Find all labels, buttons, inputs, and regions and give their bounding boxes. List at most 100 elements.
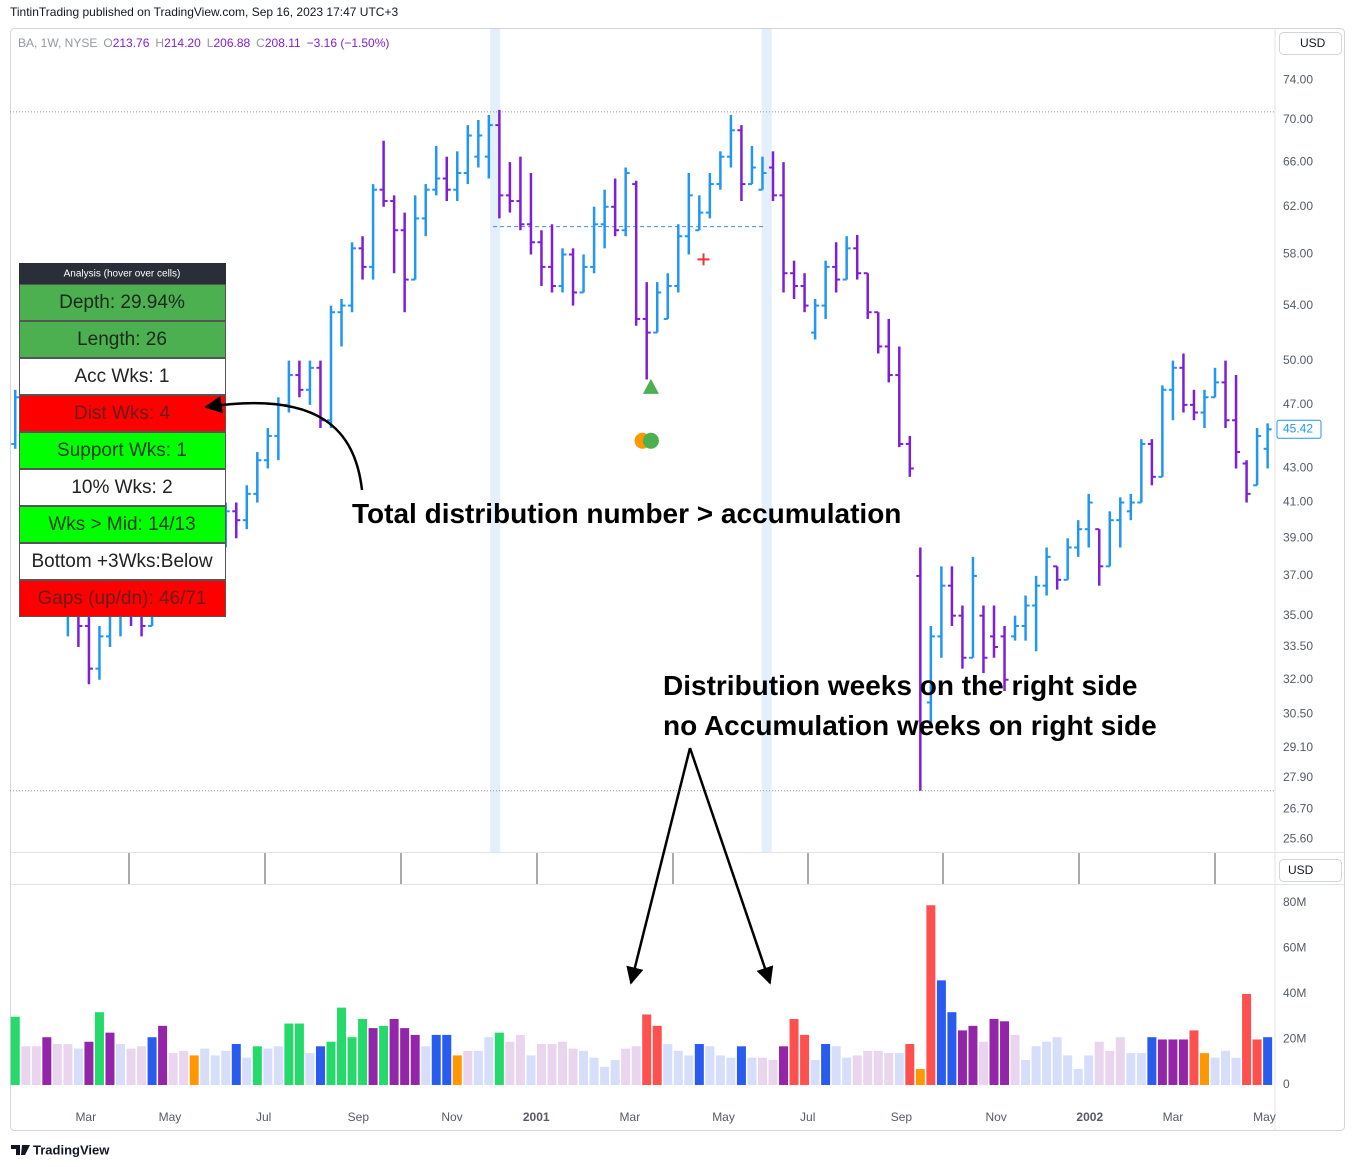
volume-bar	[915, 1069, 925, 1085]
volume-bar	[116, 1044, 126, 1085]
volume-bar	[1263, 1037, 1273, 1085]
volume-bar	[579, 1050, 589, 1085]
y-tick-label: 32.00	[1283, 672, 1313, 686]
legend-key: H	[155, 36, 164, 50]
volume-bar	[1168, 1039, 1178, 1085]
y-tick-label: 29.10	[1283, 740, 1313, 754]
volume-bar	[284, 1023, 294, 1085]
frame	[10, 28, 1345, 1131]
y-tick-label: 0	[1283, 1077, 1290, 1091]
volume-bar	[505, 1041, 515, 1085]
legend-value: 206.88	[213, 36, 250, 50]
logo	[11, 1145, 30, 1155]
y-tick-label: 33.50	[1283, 639, 1313, 653]
volume-bar	[252, 1046, 262, 1085]
volume-bar	[1136, 1053, 1146, 1085]
volume-bar	[21, 1046, 31, 1085]
volume-bar	[63, 1044, 73, 1085]
y-tick-label: 40M	[1283, 986, 1306, 1000]
table-cell-text: 10% Wks: 2	[71, 477, 172, 498]
currency-button[interactable]	[1279, 32, 1342, 55]
header: TintinTrading published on TradingView.c…	[10, 5, 398, 19]
volume-bar	[368, 1028, 378, 1085]
volume-bar	[1221, 1050, 1231, 1085]
volume-bar	[1252, 1039, 1262, 1085]
x-tick-label: May	[712, 1110, 735, 1124]
volume-bar	[1094, 1041, 1104, 1085]
volume-bar	[558, 1041, 568, 1085]
x-tick-label: Mar	[75, 1110, 96, 1124]
volume-bar	[1000, 1021, 1010, 1085]
volume-bar	[179, 1050, 189, 1085]
volume-bar	[273, 1046, 283, 1085]
volume-bar	[1105, 1050, 1115, 1085]
volume-bar	[1042, 1041, 1052, 1085]
volume-bar	[42, 1037, 52, 1085]
volume-bar	[642, 1014, 652, 1085]
volume-bar	[494, 1032, 504, 1085]
volume-bar	[452, 1055, 462, 1085]
volume-bar	[31, 1046, 41, 1085]
price-tag-label: 45.42	[1283, 421, 1313, 435]
volume-bar	[1210, 1057, 1220, 1085]
volume-bar	[694, 1044, 704, 1085]
volume-bar	[831, 1046, 841, 1085]
legend-key: L	[207, 36, 214, 50]
y-tick-label: 30.50	[1283, 706, 1313, 720]
volume-bar	[294, 1023, 304, 1085]
legend-value: 213.76	[113, 36, 150, 50]
table-title: Analysis (hover over cells)	[64, 269, 181, 280]
volume-bar	[137, 1046, 147, 1085]
volume-bar	[463, 1050, 473, 1085]
volume-bar	[421, 1046, 431, 1085]
volume-bar	[1231, 1057, 1241, 1085]
table-cell-text: Length: 26	[77, 329, 167, 350]
legend: BA, 1W, NYSE O213.76 H214.20 L206.88 C208.11…	[18, 36, 389, 50]
volume-bar	[105, 1032, 115, 1085]
volume-bar	[747, 1057, 757, 1085]
x-tick-label: May	[159, 1110, 182, 1124]
volume-bar	[684, 1055, 694, 1085]
annotation: Total distribution number > accumulation	[352, 498, 901, 529]
y-tick-label: 66.00	[1283, 154, 1313, 168]
volume-bar	[852, 1055, 862, 1085]
volume-bar	[842, 1057, 852, 1085]
y-tick-label: 25.60	[1283, 831, 1313, 845]
price-tag	[1276, 419, 1322, 439]
volume-bar	[715, 1055, 725, 1085]
volume-bar	[263, 1048, 273, 1085]
x-tick-label: Jul	[800, 1110, 815, 1124]
annotation: Distribution weeks on the right side	[663, 670, 1138, 701]
volume-bar	[968, 1025, 978, 1085]
volume-bar	[431, 1034, 441, 1085]
volume-bar	[978, 1041, 988, 1085]
volume-bar	[1199, 1053, 1209, 1085]
volume-bar	[779, 1046, 789, 1085]
volume-bar	[600, 1066, 610, 1085]
volume-bar	[863, 1050, 873, 1085]
volume-bar	[705, 1046, 715, 1085]
volume-bar	[84, 1041, 94, 1085]
y-tick-label: 54.00	[1283, 298, 1313, 312]
volume-bar	[1242, 993, 1252, 1085]
table-cell	[19, 432, 226, 469]
table-cell-text: Gaps (up/dn): 46/71	[38, 588, 207, 609]
annotation: no Accumulation weeks on right side	[663, 710, 1157, 741]
table-cell-text: Depth: 29.94%	[59, 292, 185, 313]
y-tick-label: 74.00	[1283, 72, 1313, 86]
table-header	[19, 263, 226, 284]
volume-bar	[957, 1030, 967, 1085]
table-cell	[19, 358, 226, 395]
volume-bar	[989, 1019, 999, 1085]
currency-button[interactable]	[1279, 859, 1342, 882]
volume-bar	[389, 1019, 399, 1085]
volume-bar	[757, 1057, 767, 1085]
footer-brand: TradingView	[33, 1142, 110, 1157]
volume-bar	[126, 1048, 136, 1085]
x-tick-label: Mar	[620, 1110, 641, 1124]
volume-bar	[210, 1055, 220, 1085]
volume-bar	[1031, 1046, 1041, 1085]
currency-label: USD	[1300, 36, 1326, 50]
highlight-column	[490, 29, 501, 852]
volume-bar	[768, 1059, 778, 1085]
